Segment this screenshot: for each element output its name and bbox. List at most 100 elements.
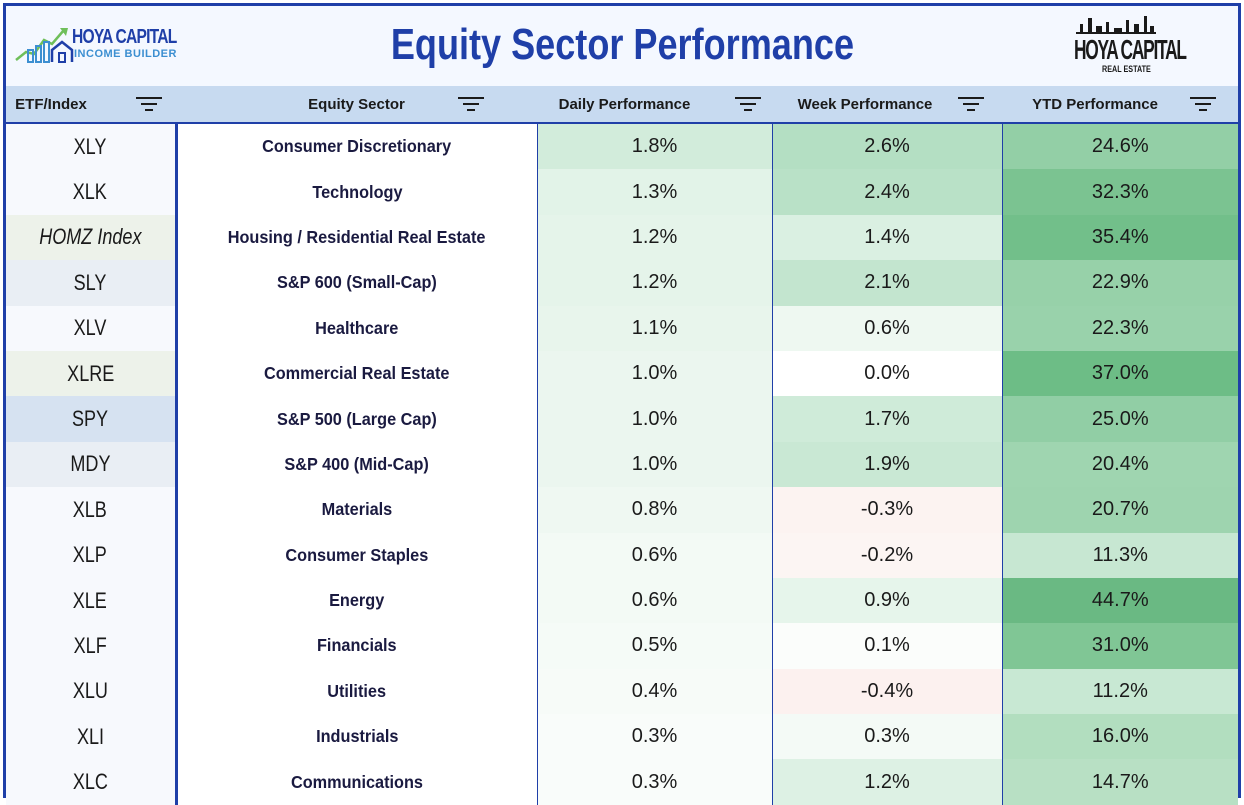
report-header: HOYA CAPITAL INCOME BUILDER Equity Secto… xyxy=(6,6,1238,86)
ytd-performance-cell: 22.9% xyxy=(1001,260,1238,306)
ytd-performance-cell: 25.0% xyxy=(1001,396,1238,442)
column-header-label: Week Performance xyxy=(797,95,933,113)
sector-performance-table: ETF/Index Equity Sector Daily Performance W… xyxy=(6,86,1238,805)
sector-cell: Energy xyxy=(174,577,537,624)
table-row: HOMZ Index Housing / Residential Real Est… xyxy=(6,214,1238,261)
column-header-daily[interactable]: Daily Performance xyxy=(537,86,772,124)
skyline-icon xyxy=(1076,16,1156,34)
sector-cell: Consumer Discretionary xyxy=(174,123,537,170)
week-performance-cell: 1.4% xyxy=(771,214,1002,261)
ytd-performance-cell: 35.4% xyxy=(1001,214,1238,261)
table-row: XLE Energy 0.6% 0.9% 44.7% xyxy=(6,577,1238,624)
etf-ticker: HOMZ Index xyxy=(39,224,142,250)
daily-performance-cell: 0.3% xyxy=(536,714,772,760)
etf-cell: XLI xyxy=(6,714,176,760)
sector-name: Housing / Residential Real Estate xyxy=(228,226,486,247)
daily-performance-cell: 1.1% xyxy=(536,305,772,351)
table-row: XLRE Commercial Real Estate 1.0% 0.0% 37.0% xyxy=(6,350,1238,397)
etf-ticker: XLRE xyxy=(66,360,114,386)
daily-performance-cell: 0.3% xyxy=(536,759,772,805)
etf-ticker: XLI xyxy=(76,723,104,749)
daily-performance-cell: 0.8% xyxy=(536,487,772,533)
filter-icon[interactable] xyxy=(458,95,484,113)
filter-icon[interactable] xyxy=(958,95,984,113)
sector-name: Communications xyxy=(290,771,424,792)
daily-performance-cell: 1.0% xyxy=(536,396,772,442)
sector-name: Materials xyxy=(321,499,393,520)
daily-performance-cell: 1.0% xyxy=(536,441,772,488)
ytd-performance-cell: 22.3% xyxy=(1001,305,1238,351)
column-header-label: Equity Sector xyxy=(308,95,405,113)
column-header-sector[interactable]: Equity Sector xyxy=(176,86,537,124)
etf-ticker: MDY xyxy=(70,451,111,477)
column-header-week[interactable]: Week Performance xyxy=(772,86,1002,124)
etf-cell: XLF xyxy=(6,623,176,669)
sector-cell: Materials xyxy=(174,487,537,533)
etf-cell: XLU xyxy=(6,668,176,715)
sector-cell: S&P 400 (Mid-Cap) xyxy=(174,441,537,488)
table-row: XLU Utilities 0.4% -0.4% 11.2% xyxy=(6,668,1238,715)
daily-performance-cell: 1.0% xyxy=(536,350,772,397)
hoya-capital-income-builder-logo: HOYA CAPITAL INCOME BUILDER xyxy=(14,24,194,66)
filter-icon[interactable] xyxy=(735,95,761,113)
house-chart-icon xyxy=(15,28,74,63)
sector-cell: Commercial Real Estate xyxy=(174,350,537,397)
table-row: XLF Financials 0.5% 0.1% 31.0% xyxy=(6,623,1238,669)
week-performance-cell: 0.0% xyxy=(771,350,1002,397)
sector-cell: S&P 600 (Small-Cap) xyxy=(174,260,537,306)
week-performance-cell: 2.4% xyxy=(771,169,1002,215)
etf-ticker: XLP xyxy=(73,542,108,568)
etf-cell: HOMZ Index xyxy=(6,214,176,261)
ytd-performance-cell: 14.7% xyxy=(1001,759,1238,805)
sector-name: Financials xyxy=(317,635,397,656)
etf-cell: MDY xyxy=(6,441,176,488)
etf-ticker: XLV xyxy=(73,315,107,341)
week-performance-cell: -0.3% xyxy=(771,487,1002,533)
ytd-performance-cell: 32.3% xyxy=(1001,169,1238,215)
ytd-performance-cell: 16.0% xyxy=(1001,714,1238,760)
column-header-label: YTD Performance xyxy=(1032,95,1158,113)
sector-name: S&P 500 (Large Cap) xyxy=(277,408,437,429)
daily-performance-cell: 0.6% xyxy=(536,577,772,624)
etf-ticker: SLY xyxy=(73,269,107,295)
ytd-performance-cell: 20.4% xyxy=(1001,441,1238,488)
table-row: SPY S&P 500 (Large Cap) 1.0% 1.7% 25.0% xyxy=(6,396,1238,442)
etf-cell: SPY xyxy=(6,396,176,442)
table-row: MDY S&P 400 (Mid-Cap) 1.0% 1.9% 20.4% xyxy=(6,441,1238,488)
sector-cell: Healthcare xyxy=(174,305,537,351)
ytd-performance-cell: 44.7% xyxy=(1001,577,1238,624)
daily-performance-cell: 1.8% xyxy=(536,123,772,170)
sector-cell: Technology xyxy=(174,169,537,215)
daily-performance-cell: 1.2% xyxy=(536,214,772,261)
etf-cell: XLC xyxy=(6,759,176,805)
page-title-text: Equity Sector Performance xyxy=(390,20,854,69)
etf-ticker: XLY xyxy=(73,133,107,159)
week-performance-cell: 2.6% xyxy=(771,123,1002,170)
etf-ticker: XLC xyxy=(72,769,108,795)
filter-icon[interactable] xyxy=(136,95,162,113)
week-performance-cell: 0.9% xyxy=(771,577,1002,624)
week-performance-cell: 1.2% xyxy=(771,759,1002,805)
sector-cell: Industrials xyxy=(174,714,537,760)
week-performance-cell: -0.4% xyxy=(771,668,1002,715)
sector-cell: Housing / Residential Real Estate xyxy=(174,214,537,261)
column-header-etf[interactable]: ETF/Index xyxy=(6,86,176,124)
column-header-ytd[interactable]: YTD Performance xyxy=(1002,86,1238,124)
sector-cell: S&P 500 (Large Cap) xyxy=(174,396,537,442)
daily-performance-cell: 0.4% xyxy=(536,668,772,715)
etf-ticker: XLF xyxy=(73,632,107,658)
table-row: XLB Materials 0.8% -0.3% 20.7% xyxy=(6,487,1238,533)
ytd-performance-cell: 37.0% xyxy=(1001,350,1238,397)
sector-name: Commercial Real Estate xyxy=(264,363,450,384)
table-row: XLV Healthcare 1.1% 0.6% 22.3% xyxy=(6,305,1238,351)
table-row: XLK Technology 1.3% 2.4% 32.3% xyxy=(6,169,1238,215)
etf-ticker: XLE xyxy=(73,587,108,613)
etf-ticker: SPY xyxy=(72,406,109,432)
etf-cell: XLE xyxy=(6,577,176,624)
etf-cell: XLB xyxy=(6,487,176,533)
sector-name: Consumer Discretionary xyxy=(262,136,452,157)
filter-icon[interactable] xyxy=(1190,95,1216,113)
ytd-performance-cell: 11.2% xyxy=(1001,668,1238,715)
ytd-performance-cell: 20.7% xyxy=(1001,487,1238,533)
table-row: XLC Communications 0.3% 1.2% 14.7% xyxy=(6,759,1238,805)
